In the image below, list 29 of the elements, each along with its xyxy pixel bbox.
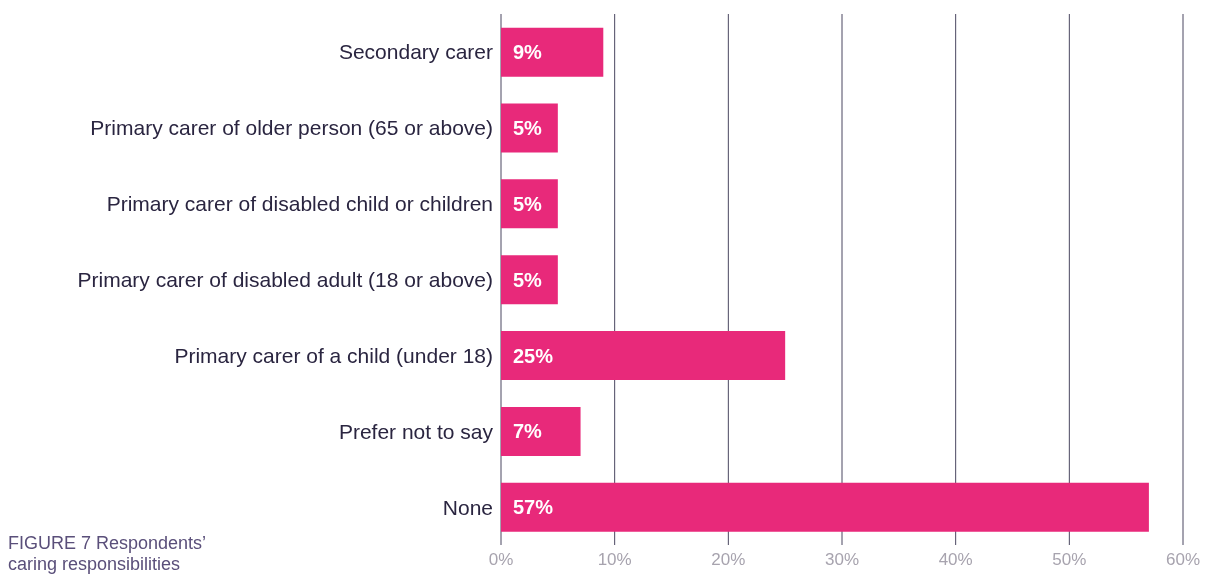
- data-label: 7%: [513, 420, 543, 443]
- y-tick-label: Primary carer of disabled adult (18 or above): [77, 267, 493, 291]
- bar: [501, 27, 604, 77]
- data-label: 25%: [513, 344, 554, 367]
- y-tick-label: Primary carer of older person (65 or above): [90, 116, 493, 140]
- x-tick-label: 40%: [938, 550, 973, 570]
- x-tick-label: 20%: [711, 550, 746, 570]
- bar: [501, 179, 558, 229]
- y-tick-label: Secondary carer: [338, 40, 493, 64]
- x-tick-label: 0%: [488, 550, 514, 570]
- x-tick-label: 30%: [824, 550, 860, 570]
- x-tick-label: 50%: [1052, 550, 1087, 570]
- bar: [501, 331, 786, 381]
- y-tick-label: Primary carer of a child (under 18): [174, 343, 493, 367]
- x-tick-label: 10%: [597, 550, 632, 570]
- y-tick-label: Primary carer of disabled child or children: [106, 192, 493, 216]
- x-tick-label: 60%: [1165, 550, 1201, 570]
- bar: [501, 255, 558, 305]
- y-tick-label: Prefer not to say: [338, 419, 494, 443]
- bar: [501, 103, 558, 153]
- bar: [501, 482, 1149, 532]
- caption: FIGURE 7 Respondents’ caring responsibilities: [8, 533, 207, 575]
- data-label: 57%: [513, 496, 554, 519]
- data-label: 5%: [513, 117, 543, 140]
- y-tick-label: None: [442, 495, 493, 519]
- data-label: 5%: [513, 192, 543, 215]
- data-label: 9%: [513, 41, 543, 64]
- data-label: 5%: [513, 268, 543, 291]
- bar: [501, 406, 581, 456]
